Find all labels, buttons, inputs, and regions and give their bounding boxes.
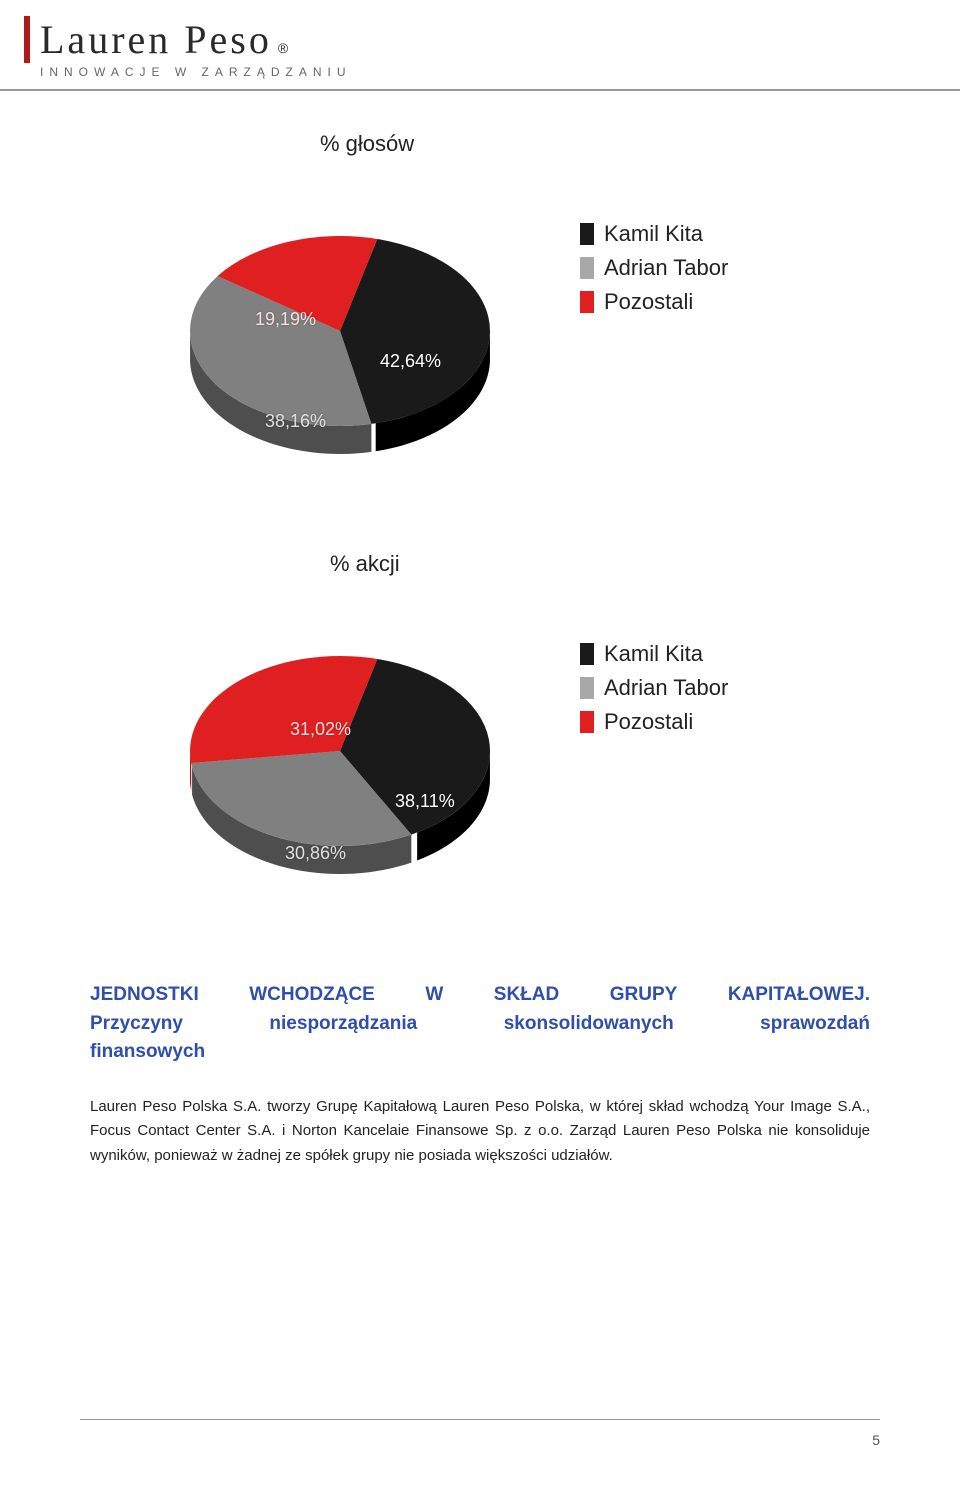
heading-word: Przyczyny	[90, 1010, 183, 1039]
legend-swatch	[580, 643, 594, 665]
legend-swatch	[580, 257, 594, 279]
votes-pie-chart: % głosów Kamil Kita Adrian Tabor Pozostali…	[120, 131, 820, 471]
legend-swatch	[580, 711, 594, 733]
pie-svg	[170, 201, 510, 461]
legend-item: Kamil Kita	[580, 221, 728, 247]
page-content: % głosów Kamil Kita Adrian Tabor Pozostali…	[0, 91, 960, 1169]
body-paragraph: Lauren Peso Polska S.A. tworzy Grupę Kap…	[90, 1095, 870, 1169]
page-footer: 5	[80, 1419, 880, 1448]
legend-label: Kamil Kita	[604, 221, 703, 247]
heading-word: KAPITAŁOWEJ.	[728, 981, 870, 1010]
slice-label: 42,64%	[380, 351, 441, 372]
chart-title: % głosów	[320, 131, 414, 157]
legend-item: Adrian Tabor	[580, 255, 728, 281]
slice-label: 38,11%	[395, 791, 455, 812]
legend-label: Adrian Tabor	[604, 255, 728, 281]
page-header: Lauren Peso ® INNOWACJE W ZARZĄDZANIU	[0, 0, 960, 91]
legend-swatch	[580, 291, 594, 313]
heading-line3: finansowych	[90, 1038, 870, 1067]
brand-name: Lauren Peso	[40, 16, 272, 63]
shares-pie-chart: % akcji Kamil KitaAdrian TaborPozostali …	[120, 551, 820, 891]
pie-svg	[170, 621, 510, 881]
text-section: JEDNOSTKI WCHODZĄCE W SKŁAD GRUPY KAPITAŁOWEJ…	[80, 981, 880, 1169]
heading-word: SKŁAD	[494, 981, 559, 1010]
legend-label: Pozostali	[604, 709, 693, 735]
pie-container	[170, 201, 510, 461]
brand-subtitle: INNOWACJE W ZARZĄDZANIU	[40, 65, 936, 79]
heading-word: W	[425, 981, 443, 1010]
chart-legend: Kamil Kita Adrian Tabor Pozostali	[580, 221, 728, 323]
heading-word: WCHODZĄCE	[249, 981, 375, 1010]
heading-word: sprawozdań	[760, 1010, 870, 1039]
registered-mark: ®	[278, 40, 288, 56]
page-number: 5	[872, 1432, 880, 1448]
legend-label: Kamil Kita	[604, 641, 703, 667]
slice-label: 19,19%	[255, 309, 316, 330]
slice-label: 38,16%	[265, 411, 326, 432]
section-heading: JEDNOSTKI WCHODZĄCE W SKŁAD GRUPY KAPITAŁOWEJ…	[90, 981, 870, 1067]
slice-label: 31,02%	[290, 719, 351, 740]
heading-word: JEDNOSTKI	[90, 981, 199, 1010]
pie-container	[170, 621, 510, 881]
brand-logo: Lauren Peso ®	[24, 16, 936, 63]
legend-item: Kamil Kita	[580, 641, 728, 667]
legend-item: Pozostali	[580, 709, 728, 735]
heading-word: skonsolidowanych	[504, 1010, 674, 1039]
chart-legend: Kamil Kita Adrian Tabor Pozostali	[580, 641, 728, 743]
legend-item: Adrian Tabor	[580, 675, 728, 701]
legend-label: Adrian Tabor	[604, 675, 728, 701]
heading-word: GRUPY	[610, 981, 678, 1010]
legend-item: Pozostali	[580, 289, 728, 315]
legend-swatch	[580, 677, 594, 699]
chart-title: % akcji	[330, 551, 400, 577]
heading-word: niesporządzania	[269, 1010, 417, 1039]
legend-label: Pozostali	[604, 289, 693, 315]
legend-swatch	[580, 223, 594, 245]
slice-label: 30,86%	[285, 843, 346, 864]
